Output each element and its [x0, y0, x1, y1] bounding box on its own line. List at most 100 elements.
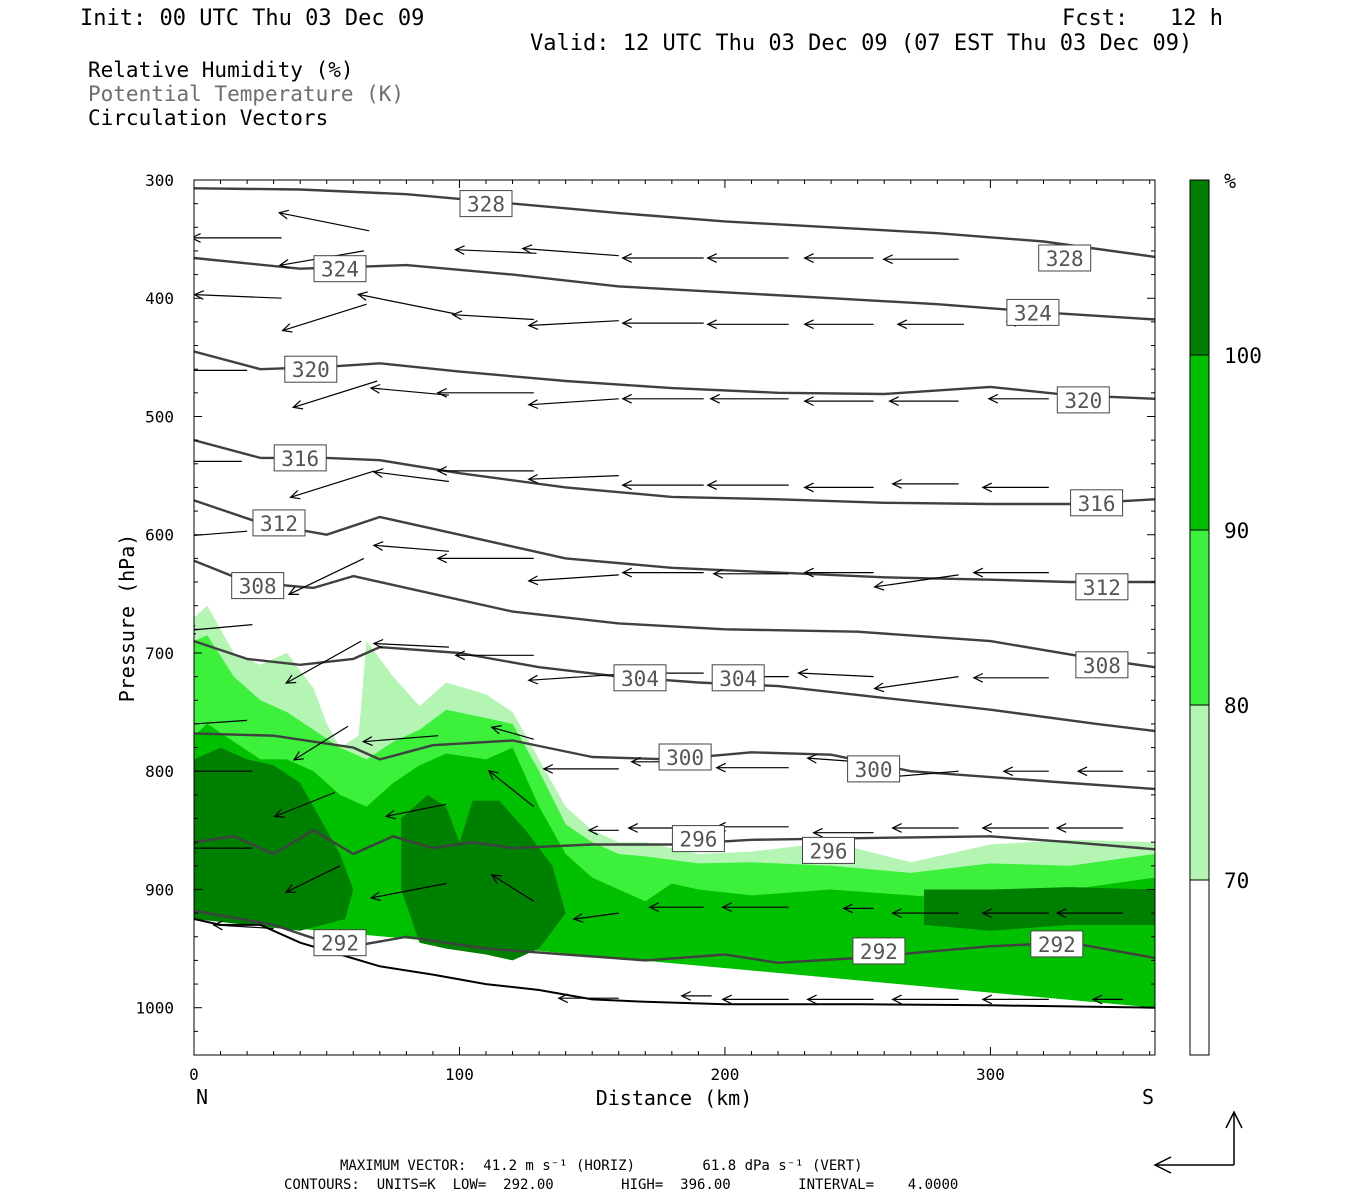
- circulation-vector: [455, 249, 537, 254]
- vector-head: [972, 567, 984, 578]
- colorbar-segment: [1190, 705, 1209, 880]
- theta-contour-300: [194, 732, 1155, 791]
- rh-fill-layer: [194, 605, 1155, 1055]
- contour-label: 312: [260, 512, 298, 536]
- vector-head: [630, 756, 641, 767]
- y-tick-label: 300: [145, 171, 174, 190]
- vector-head: [812, 827, 823, 838]
- circulation-vector: [293, 725, 349, 761]
- vector-head: [987, 393, 999, 404]
- vector-head: [287, 586, 299, 596]
- colorbar-level-label: 80: [1224, 694, 1249, 718]
- vector-head: [572, 913, 584, 923]
- vector-head: [161, 457, 170, 466]
- contour-label: 312: [1083, 576, 1121, 600]
- contour-label: 320: [292, 358, 330, 382]
- vector-head: [273, 808, 285, 818]
- vector-head: [177, 767, 186, 776]
- fcst-label: Fcst:: [1062, 6, 1129, 31]
- contour-label: 300: [855, 758, 893, 782]
- contour-label: 296: [810, 839, 848, 863]
- contour-label: 324: [321, 258, 359, 282]
- vector-head: [680, 990, 691, 1001]
- x-tick-label: 300: [976, 1065, 1005, 1084]
- circulation-vector: [373, 642, 449, 648]
- vector-head: [1091, 994, 1103, 1005]
- theta-contour-312: [194, 499, 1155, 584]
- contour-label-box: [1006, 298, 1060, 326]
- contour-label: 308: [1083, 654, 1121, 678]
- contour-label-box: [1038, 244, 1092, 272]
- vector-head: [372, 468, 384, 478]
- vector-head: [803, 253, 814, 263]
- vector-head: [706, 253, 717, 263]
- contour-label: 328: [467, 193, 505, 217]
- colorbar: 70 80 90 100: [1189, 179, 1262, 1056]
- vector-head: [289, 489, 301, 500]
- circulation-vector: [290, 470, 375, 498]
- contour-label-box: [1075, 573, 1129, 601]
- circulation-vector: [522, 247, 619, 257]
- circulation-vector: [874, 676, 959, 690]
- rh-region-100+: [194, 747, 354, 931]
- vector-head: [527, 674, 539, 685]
- x-tick-label: 100: [445, 1065, 474, 1084]
- circulation-vector: [358, 293, 455, 315]
- contour-info-note: CONTOURS: UNITS=K LOW= 292.00 HIGH= 396.…: [284, 1177, 959, 1193]
- circulation-vector: [370, 387, 449, 396]
- vector-head: [803, 567, 814, 578]
- vector-head: [384, 809, 397, 820]
- vector-head: [454, 650, 466, 661]
- vector-head: [372, 541, 384, 551]
- contour-label-box: [1070, 489, 1124, 517]
- vector-head: [436, 465, 448, 476]
- theta-contour-296: [194, 829, 1155, 856]
- axes-layer: 300 400 500 600 700 800 900 1000 0 100 200 300: [135, 171, 1155, 1084]
- circulation-vector: [373, 544, 449, 552]
- circulation-vector: [194, 719, 248, 725]
- vector-head: [621, 253, 632, 263]
- vector-head: [972, 672, 984, 683]
- vector-head: [1055, 823, 1067, 833]
- vector-head: [803, 482, 814, 493]
- circulation-vector: [386, 803, 447, 817]
- colorbar-unit-label: %: [1224, 169, 1236, 193]
- vector-head: [527, 399, 539, 410]
- contour-label: 320: [1064, 389, 1102, 413]
- vector-head: [292, 751, 304, 761]
- theta-contour-304: [194, 639, 1155, 733]
- circulation-vector: [288, 557, 365, 595]
- circulation-vector: [274, 791, 335, 818]
- vector-head: [1002, 766, 1014, 777]
- vector-head: [281, 323, 293, 333]
- vector-head: [212, 920, 224, 931]
- vector-head: [797, 668, 809, 679]
- vector-head: [490, 874, 502, 884]
- vector-head: [627, 823, 638, 833]
- vector-head: [369, 383, 381, 394]
- vector-head: [436, 387, 448, 398]
- colorbar-level-label: 100: [1224, 344, 1262, 368]
- vector-head: [981, 482, 993, 493]
- contour-label-box: [711, 664, 765, 692]
- contour-label-box: [313, 255, 367, 283]
- vector-head: [542, 763, 554, 774]
- vector-head: [882, 254, 893, 265]
- circulation-vector: [285, 640, 362, 684]
- contour-label-box: [802, 836, 855, 864]
- contour-label: 316: [1078, 492, 1116, 516]
- contour-label: 296: [679, 828, 717, 852]
- contour-label-box: [313, 929, 367, 957]
- vector-head: [521, 244, 533, 255]
- vector-head: [621, 567, 632, 578]
- vector-head: [706, 319, 717, 330]
- contour-label: 292: [1038, 933, 1076, 957]
- contour-label-box: [613, 664, 667, 692]
- vector-head: [277, 209, 290, 220]
- vector-head: [587, 825, 599, 836]
- contour-label-box: [273, 444, 327, 472]
- circulation-vector: [528, 398, 619, 406]
- vector-head: [487, 769, 499, 780]
- fcst-value: 12 h: [1170, 6, 1223, 31]
